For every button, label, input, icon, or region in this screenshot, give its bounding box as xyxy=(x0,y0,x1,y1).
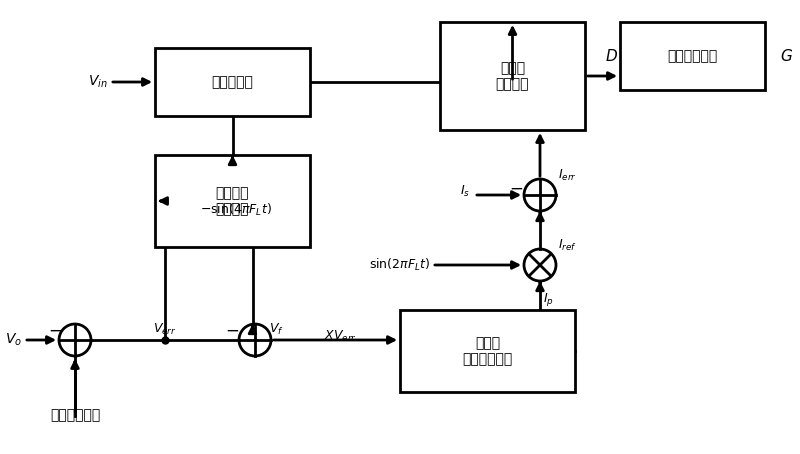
Text: $-$: $-$ xyxy=(48,321,62,339)
Bar xyxy=(400,310,575,392)
Text: 电流环
比例积分: 电流环 比例积分 xyxy=(496,61,530,91)
Text: 电压环
比例积分微分: 电压环 比例积分微分 xyxy=(462,336,513,366)
Text: $V_{in}$: $V_{in}$ xyxy=(88,74,108,90)
Bar xyxy=(440,22,585,130)
Text: 纹波电压
信号预测: 纹波电压 信号预测 xyxy=(216,186,250,216)
Bar xyxy=(620,22,765,90)
Text: $D$: $D$ xyxy=(606,48,618,64)
Text: $-$: $-$ xyxy=(225,321,239,339)
Text: 参考目标电压: 参考目标电压 xyxy=(50,408,100,422)
Text: $\sin(2\pi F_L t)$: $\sin(2\pi F_L t)$ xyxy=(369,257,430,273)
Text: $V_o$: $V_o$ xyxy=(5,332,22,348)
Text: 正弦波重构: 正弦波重构 xyxy=(211,75,254,89)
Text: $V_{err}$: $V_{err}$ xyxy=(154,322,177,337)
Text: 脉冲宽度调制: 脉冲宽度调制 xyxy=(667,49,718,63)
Text: $I_{err}$: $I_{err}$ xyxy=(558,168,577,183)
Text: $-$: $-$ xyxy=(509,179,523,197)
Text: $I_s$: $I_s$ xyxy=(460,183,470,198)
Bar xyxy=(155,155,310,247)
Text: $G$: $G$ xyxy=(780,48,793,64)
Text: $I_{ref}$: $I_{ref}$ xyxy=(558,237,577,252)
Text: $I_p$: $I_p$ xyxy=(542,291,554,309)
Text: $XV_{err}$: $XV_{err}$ xyxy=(324,328,356,344)
Text: $V_f$: $V_f$ xyxy=(269,322,283,337)
Bar xyxy=(155,48,310,116)
Text: $-\sin(4\pi F_L t)$: $-\sin(4\pi F_L t)$ xyxy=(200,202,272,218)
